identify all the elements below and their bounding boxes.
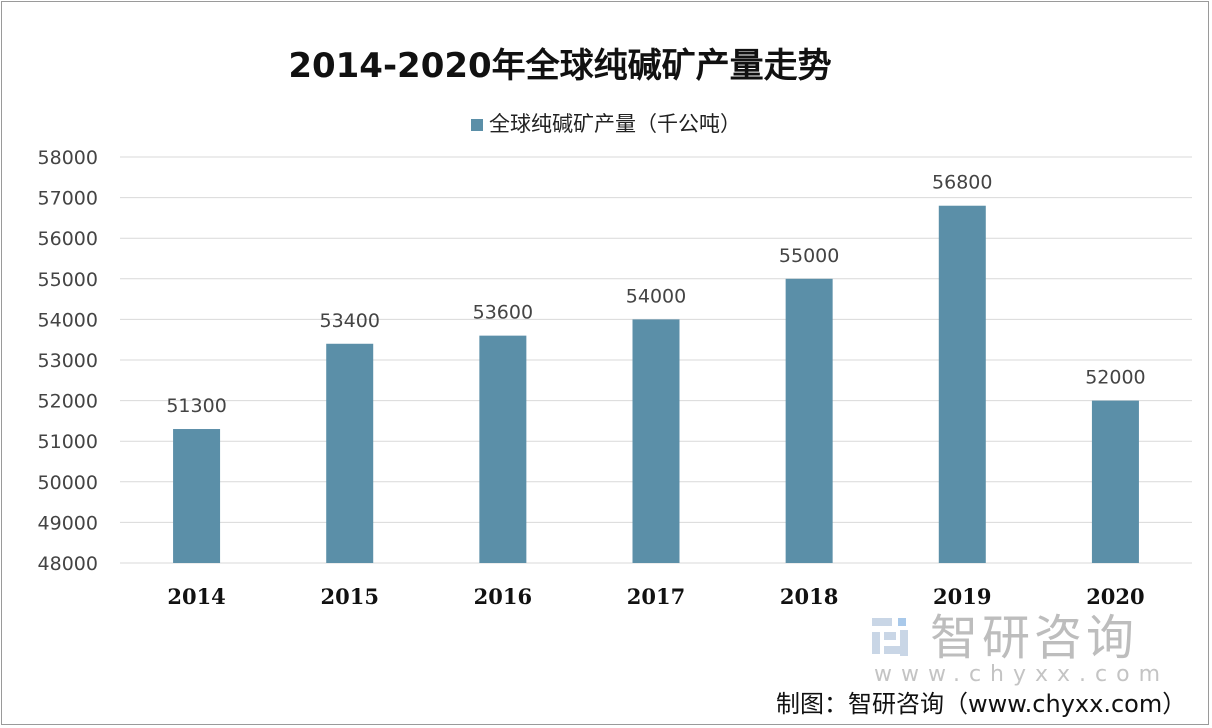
watermark-logo-icon: [872, 618, 908, 656]
data-label: 53600: [473, 302, 533, 324]
bar: [938, 205, 986, 563]
x-tick-label: 2020: [1086, 584, 1144, 609]
bar: [479, 335, 527, 563]
data-label: 55000: [779, 245, 839, 267]
bar: [173, 429, 221, 563]
data-label: 54000: [626, 285, 686, 307]
bar: [1091, 400, 1139, 563]
y-tick-label: 48000: [38, 553, 98, 575]
y-tick-label: 57000: [38, 188, 98, 210]
y-tick-label: 53000: [38, 350, 98, 372]
x-tick-label: 2017: [627, 584, 685, 609]
x-tick-label: 2014: [167, 584, 225, 609]
y-tick-label: 58000: [38, 147, 98, 169]
legend: 全球纯碱矿产量（千公吨）: [0, 108, 1212, 138]
y-tick-label: 56000: [38, 228, 98, 250]
chart-title: 2014-2020年全球纯碱矿产量走势: [288, 46, 832, 86]
y-tick-label: 51000: [38, 431, 98, 453]
bar: [326, 343, 374, 563]
legend-swatch: [471, 119, 483, 131]
watermark-brand: 智研咨询: [930, 610, 1139, 666]
x-tick-label: 2018: [780, 584, 838, 609]
data-label: 51300: [166, 395, 226, 417]
bar: [785, 278, 833, 563]
bar: [632, 319, 680, 563]
legend-label: 全球纯碱矿产量（千公吨）: [489, 112, 741, 136]
watermark-url: www.chyxx.com: [874, 662, 1170, 687]
x-tick-label: 2015: [320, 584, 378, 609]
y-tick-label: 49000: [38, 512, 98, 534]
source-note: 制图：智研咨询（www.chyxx.com）: [776, 690, 1187, 718]
x-tick-label: 2019: [933, 584, 991, 609]
data-label: 53400: [319, 310, 379, 332]
y-tick-label: 52000: [38, 391, 98, 413]
y-tick-label: 54000: [38, 309, 98, 331]
x-tick-label: 2016: [474, 584, 532, 609]
data-label: 52000: [1085, 367, 1145, 389]
y-tick-label: 55000: [38, 269, 98, 291]
data-label: 56800: [932, 172, 992, 194]
bar-chart: 48000 49000 50000 51000 52000 53000 54000 55000…: [38, 147, 1192, 609]
y-tick-label: 50000: [38, 472, 98, 494]
